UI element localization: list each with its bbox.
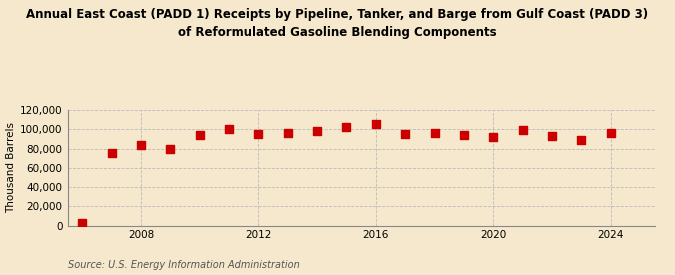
Point: [429, 131, 440, 135]
Point: [517, 128, 528, 132]
Point: [223, 127, 234, 131]
Point: [400, 132, 410, 136]
Point: [165, 146, 176, 151]
Point: [458, 133, 469, 137]
Text: Source: U.S. Energy Information Administration: Source: U.S. Energy Information Administ…: [68, 260, 299, 270]
Point: [576, 138, 587, 142]
Point: [488, 135, 499, 139]
Point: [282, 131, 293, 135]
Point: [136, 142, 146, 147]
Y-axis label: Thousand Barrels: Thousand Barrels: [6, 122, 16, 213]
Point: [194, 133, 205, 137]
Point: [371, 122, 381, 127]
Point: [77, 221, 88, 225]
Point: [341, 125, 352, 130]
Text: Annual East Coast (PADD 1) Receipts by Pipeline, Tanker, and Barge from Gulf Coa: Annual East Coast (PADD 1) Receipts by P…: [26, 8, 649, 39]
Point: [312, 129, 323, 133]
Point: [547, 134, 558, 138]
Point: [605, 131, 616, 135]
Point: [253, 132, 264, 136]
Point: [106, 151, 117, 156]
